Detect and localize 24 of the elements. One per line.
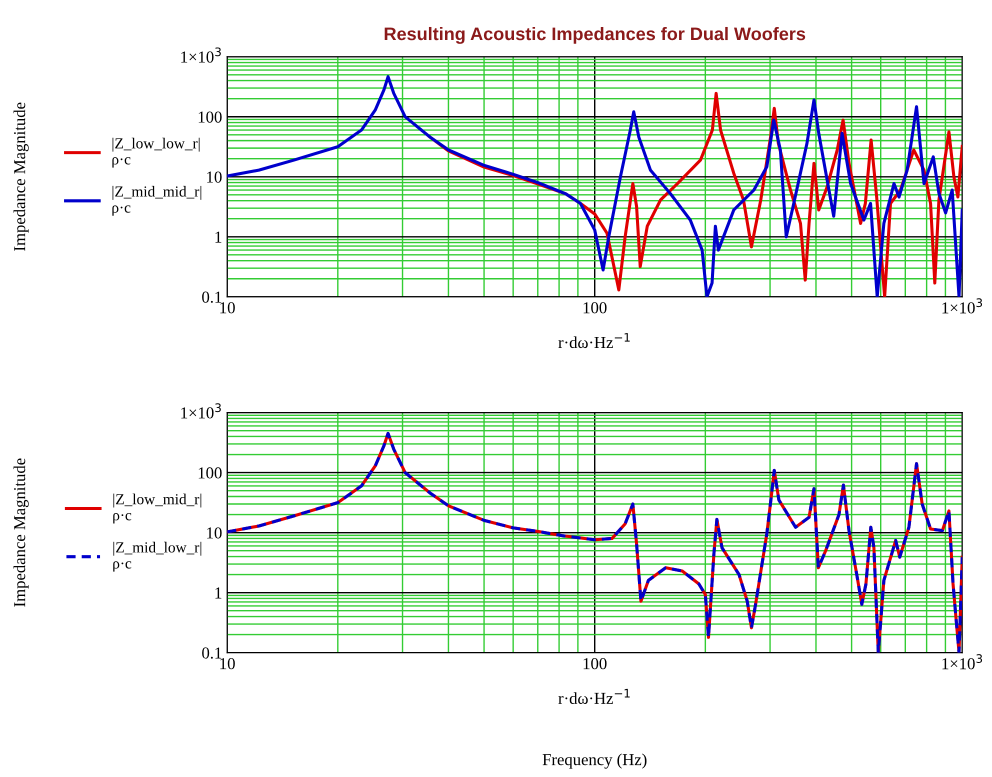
- y-tick-label: 1×10$^{3}$: [181, 403, 221, 419]
- y-tick-label: 1: [215, 232, 222, 243]
- legend-label: |Z_low_low_r| ρ·c: [112, 138, 200, 168]
- y-tick-label: 0.1: [202, 292, 222, 303]
- y-tick-label: 10: [207, 171, 222, 183]
- x-tick-label: 100: [584, 302, 607, 314]
- x-tick-label: 1×10$^{3}$: [942, 654, 982, 670]
- y-tick-label: 1×10$^{3}$: [181, 47, 221, 63]
- y-tick-label: 100: [198, 111, 222, 123]
- legend-label: |Z_mid_low_r| ρ·c: [113, 542, 202, 572]
- y-tick-label: 100: [198, 467, 222, 479]
- x-tick-label: 100: [584, 658, 607, 670]
- x-axis-title: r·dω·Hz$^{−1}$: [558, 333, 630, 348]
- x-axis-title: r·dω·Hz$^{−1}$: [558, 688, 630, 704]
- text: Frequency (Hz): [542, 754, 646, 769]
- legend-label: |Z_mid_mid_r| ρ·c: [112, 186, 202, 216]
- y-tick-label: 1: [215, 587, 222, 598]
- legend-label: |Z_low_mid_r| ρ·c: [113, 494, 202, 524]
- y-axis-title: Impedance Magnitude: [14, 102, 29, 251]
- chart-title: Resulting Acoustic Impedances for Dual Woofers: [384, 26, 806, 44]
- y-axis-title: Impedance Magnitude: [14, 458, 29, 607]
- y-tick-label: 10: [207, 527, 222, 539]
- x-tick-label: 1×10$^{3}$: [942, 298, 982, 314]
- y-tick-label: 0.1: [202, 647, 222, 659]
